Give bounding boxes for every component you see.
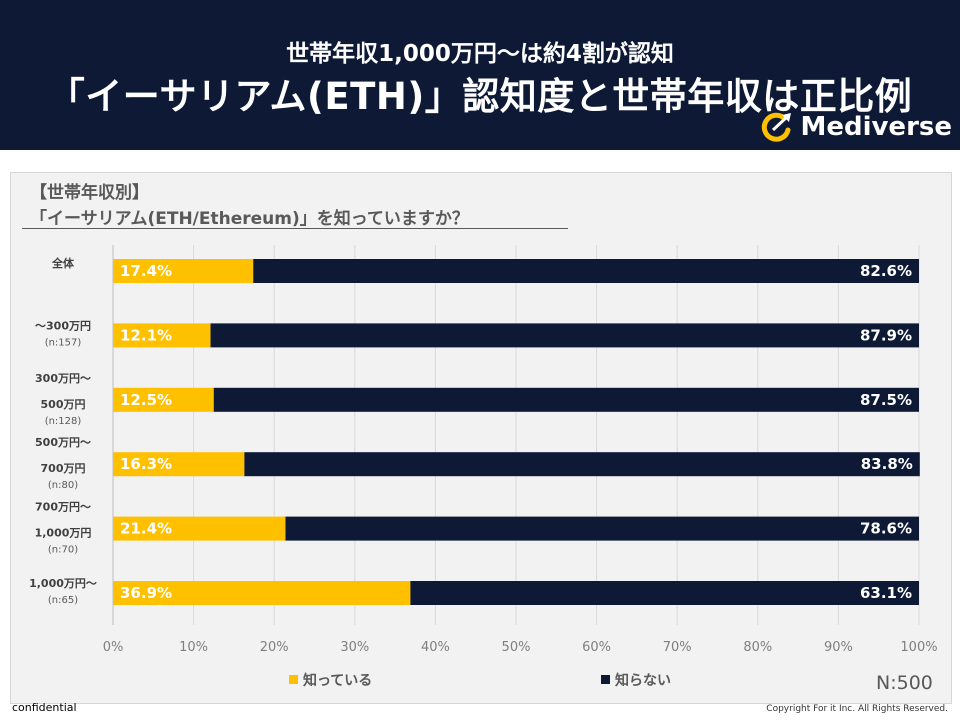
category-n-label: (n:80) xyxy=(48,480,78,491)
bar-unknown xyxy=(285,516,919,541)
data-label-known: 16.3% xyxy=(120,455,172,473)
x-tick-label: 40% xyxy=(421,640,450,655)
data-label-known: 17.4% xyxy=(120,262,172,280)
legend-label-unknown: 知らない xyxy=(615,672,671,689)
category-label: 300万円〜 xyxy=(35,372,91,385)
x-tick-label: 10% xyxy=(179,640,208,655)
category-label: 全体 xyxy=(51,256,75,270)
category-label: 700万円 xyxy=(41,462,86,475)
x-tick-label: 20% xyxy=(260,640,289,655)
x-tick-label: 90% xyxy=(824,640,853,655)
footer-copyright: Copyright For it Inc. All Rights Reserve… xyxy=(766,704,948,714)
header-title: 「イーサリアム(ETH)」認知度と世帯年収は正比例 xyxy=(47,75,913,118)
bar-unknown xyxy=(410,581,919,605)
bar-unknown xyxy=(244,452,920,477)
category-label: 1,000万円 xyxy=(35,527,92,540)
x-tick-label: 30% xyxy=(340,640,369,655)
category-n-label: (n:128) xyxy=(45,416,82,427)
category-label: 700万円〜 xyxy=(35,501,91,514)
header-banner: 世帯年収1,000万円〜は約4割が認知 「イーサリアム(ETH)」認知度と世帯年… xyxy=(0,0,960,150)
data-label-unknown: 63.1% xyxy=(860,584,912,602)
x-tick-label: 60% xyxy=(582,640,611,655)
bar-known xyxy=(113,259,254,283)
bar-unknown xyxy=(213,387,919,412)
data-label-unknown: 87.9% xyxy=(860,326,912,344)
legend-label-known: 知っている xyxy=(303,672,372,689)
question-text: 「イーサリアム(ETH/Ethereum)」を知っていますか？ xyxy=(30,209,469,229)
data-label-unknown: 87.5% xyxy=(860,391,912,409)
brand: Mediverse xyxy=(760,112,952,142)
x-tick-label: 50% xyxy=(502,640,531,655)
legend-swatch-unknown xyxy=(601,675,610,684)
brand-name: Mediverse xyxy=(800,112,952,142)
data-label-unknown: 83.8% xyxy=(861,455,913,473)
footer-confidential: confidential xyxy=(12,701,77,714)
x-tick-label: 70% xyxy=(663,640,692,655)
category-label: 500万円 xyxy=(41,398,86,411)
data-label-unknown: 78.6% xyxy=(860,520,912,538)
question-group: 【世帯年収別】 xyxy=(30,183,149,203)
data-label-known: 12.1% xyxy=(120,326,172,344)
category-n-label: (n:65) xyxy=(48,595,78,606)
data-label-known: 12.5% xyxy=(120,391,172,409)
category-label: 1,000万円〜 xyxy=(29,577,97,590)
x-tick-label: 100% xyxy=(900,640,937,655)
bar-known xyxy=(113,452,245,477)
x-tick-label: 80% xyxy=(743,640,772,655)
category-n-label: (n:157) xyxy=(45,337,82,348)
data-label-known: 21.4% xyxy=(120,520,172,538)
data-label-unknown: 82.6% xyxy=(860,262,912,280)
category-label: 〜300万円 xyxy=(35,319,91,332)
category-n-label: (n:70) xyxy=(48,545,78,556)
bar-unknown xyxy=(210,323,919,348)
bar-known xyxy=(113,387,214,412)
category-label: 500万円〜 xyxy=(35,436,91,449)
bar-known xyxy=(113,581,411,605)
bar-known xyxy=(113,516,286,541)
bar-known xyxy=(113,323,211,348)
sample-size: N:500 xyxy=(876,672,933,694)
question-underline xyxy=(22,228,568,229)
x-tick-label: 0% xyxy=(103,640,124,655)
legend-swatch-known xyxy=(289,675,298,684)
data-label-known: 36.9% xyxy=(120,584,172,602)
bar-unknown xyxy=(253,259,919,283)
header-subtitle: 世帯年収1,000万円〜は約4割が認知 xyxy=(286,41,674,67)
mediverse-logo-icon xyxy=(762,112,792,142)
